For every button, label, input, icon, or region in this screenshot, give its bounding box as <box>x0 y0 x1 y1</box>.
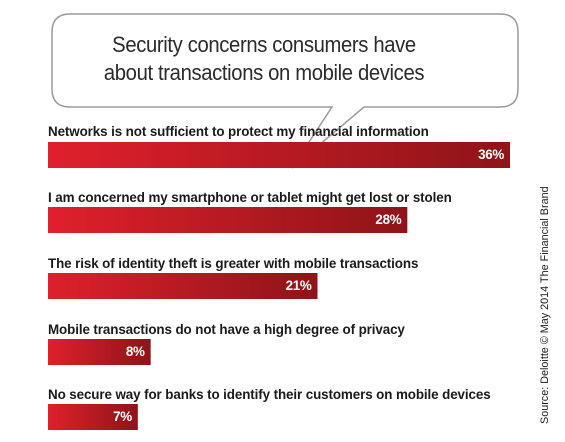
chart-title-line-1: Security concerns consumers have <box>112 32 416 57</box>
chart-title-line-2: about transactions on mobile devices <box>103 60 425 85</box>
category-label: I am concerned my smartphone or tablet m… <box>48 190 452 205</box>
bar-1 <box>48 142 510 168</box>
bar-value-label: 8% <box>125 344 145 359</box>
bar-2 <box>48 207 408 233</box>
bar-value-label: 36% <box>478 147 504 162</box>
speech-bubble <box>51 13 519 169</box>
category-label: Networks is not sufficient to protect my… <box>48 124 429 139</box>
bar-4 <box>48 339 151 365</box>
category-label: No secure way for banks to identify thei… <box>48 387 491 402</box>
category-label: The risk of identity theft is greater wi… <box>48 256 419 271</box>
bar-value-label: 21% <box>285 278 312 293</box>
bar-3 <box>48 273 318 299</box>
bar-value-label: 7% <box>113 409 132 424</box>
source-note: Source: Deloitte © May 2014 The Financia… <box>539 186 551 424</box>
bar-5 <box>48 404 138 430</box>
chart-title: Security concerns consumers have about t… <box>82 31 446 87</box>
category-label: Mobile transactions do not have a high d… <box>48 322 405 337</box>
bar-value-label: 28% <box>375 212 402 227</box>
